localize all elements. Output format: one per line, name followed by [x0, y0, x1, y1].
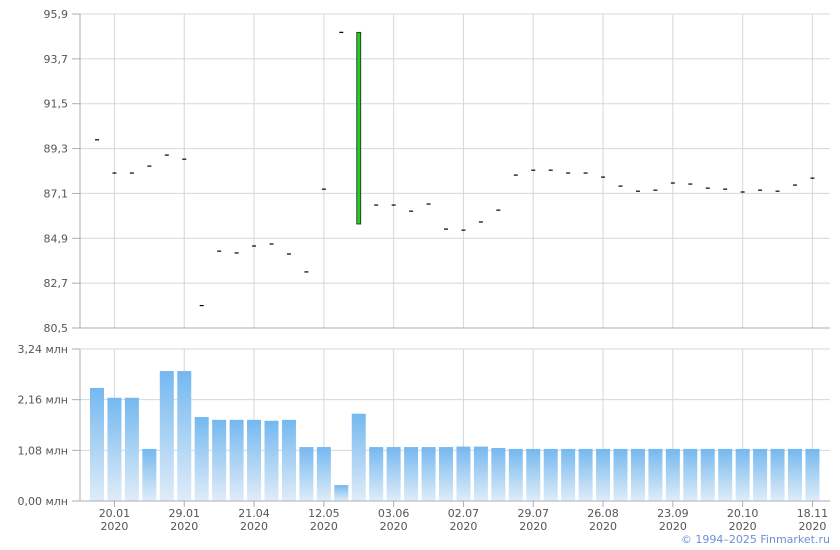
x-tick-date: 18.11: [797, 507, 829, 520]
volume-bar: [351, 413, 366, 501]
volume-bar: [805, 448, 820, 501]
price-tick-label: 93,7: [44, 53, 69, 66]
x-tick-date: 20.01: [99, 507, 131, 520]
price-tick-label: 87,1: [44, 187, 69, 200]
price-tick-label: 89,3: [44, 143, 69, 156]
volume-bar: [194, 417, 209, 501]
volume-bar: [770, 448, 785, 501]
volume-tick-label: 2,16 млн: [17, 394, 68, 407]
volume-bar: [561, 448, 576, 501]
volume-bar: [247, 419, 262, 501]
volume-bar: [543, 448, 558, 501]
x-tick-year: 2020: [589, 520, 617, 533]
volume-bar: [439, 447, 453, 501]
volume-bar: [177, 371, 192, 501]
x-tick-date: 21.04: [238, 507, 270, 520]
volume-bar: [665, 448, 680, 501]
x-tick-date: 29.07: [518, 507, 550, 520]
volume-bar: [700, 448, 715, 501]
volume-bar: [299, 447, 314, 501]
x-tick-date: 23.09: [657, 507, 689, 520]
volume-bar: [578, 448, 593, 501]
copyright[interactable]: © 1994–2025 Finmarket.ru: [680, 533, 830, 546]
volume-bar: [491, 447, 506, 501]
volume-bar: [386, 447, 401, 501]
volume-bar: [421, 447, 436, 501]
x-tick-date: 03.06: [378, 507, 410, 520]
price-tick-label: 95,9: [44, 8, 69, 21]
volume-bar: [735, 448, 750, 501]
x-tick-year: 2020: [659, 520, 687, 533]
x-tick-date: 26.08: [587, 507, 619, 520]
volume-bar: [124, 397, 139, 501]
volume-bar: [683, 448, 698, 501]
volume-bar: [648, 448, 663, 501]
x-tick-date: 29.01: [169, 507, 201, 520]
x-tick-year: 2020: [729, 520, 757, 533]
volume-tick-label: 0,00 млн: [17, 495, 68, 508]
volume-bar: [264, 420, 279, 501]
volume-bar: [473, 446, 488, 501]
volume-bar: [229, 419, 244, 501]
volume-bar: [404, 447, 419, 501]
volume-bar: [630, 448, 645, 501]
x-tick-year: 2020: [310, 520, 338, 533]
x-tick-year: 2020: [240, 520, 268, 533]
volume-bar: [508, 448, 523, 501]
volume-tick-label: 1,08 млн: [17, 444, 68, 457]
volume-bar: [456, 446, 471, 501]
x-tick-year: 2020: [519, 520, 547, 533]
x-tick-date: 12.05: [308, 507, 340, 520]
price-tick-label: 82,7: [44, 277, 69, 290]
volume-bar: [212, 419, 227, 501]
price-tick-label: 84,9: [44, 232, 69, 245]
volume-bar: [596, 448, 611, 501]
x-tick-year: 2020: [449, 520, 477, 533]
x-tick-date: 02.07: [448, 507, 480, 520]
volume-bar: [159, 371, 174, 501]
volume-bar: [107, 397, 122, 501]
volume-bar: [526, 448, 541, 501]
volume-bar: [753, 448, 768, 501]
volume-bar: [613, 448, 628, 501]
volume-bar: [369, 447, 384, 501]
price-tick-label: 91,5: [44, 98, 69, 111]
volume-tick-label: 3,24 млн: [17, 343, 68, 356]
x-tick-year: 2020: [170, 520, 198, 533]
x-tick-date: 20.10: [727, 507, 759, 520]
x-tick-year: 2020: [798, 520, 826, 533]
volume-bar: [788, 448, 802, 501]
volume-bar: [90, 387, 104, 501]
volume-bar: [142, 448, 157, 501]
volume-bar: [316, 447, 331, 501]
price-tick-label: 80,5: [44, 322, 69, 335]
x-tick-year: 2020: [380, 520, 408, 533]
candle-body: [356, 31, 362, 225]
volume-bar: [334, 485, 349, 501]
volume-bar: [281, 419, 296, 501]
volume-bar: [718, 448, 733, 501]
x-tick-year: 2020: [100, 520, 128, 533]
